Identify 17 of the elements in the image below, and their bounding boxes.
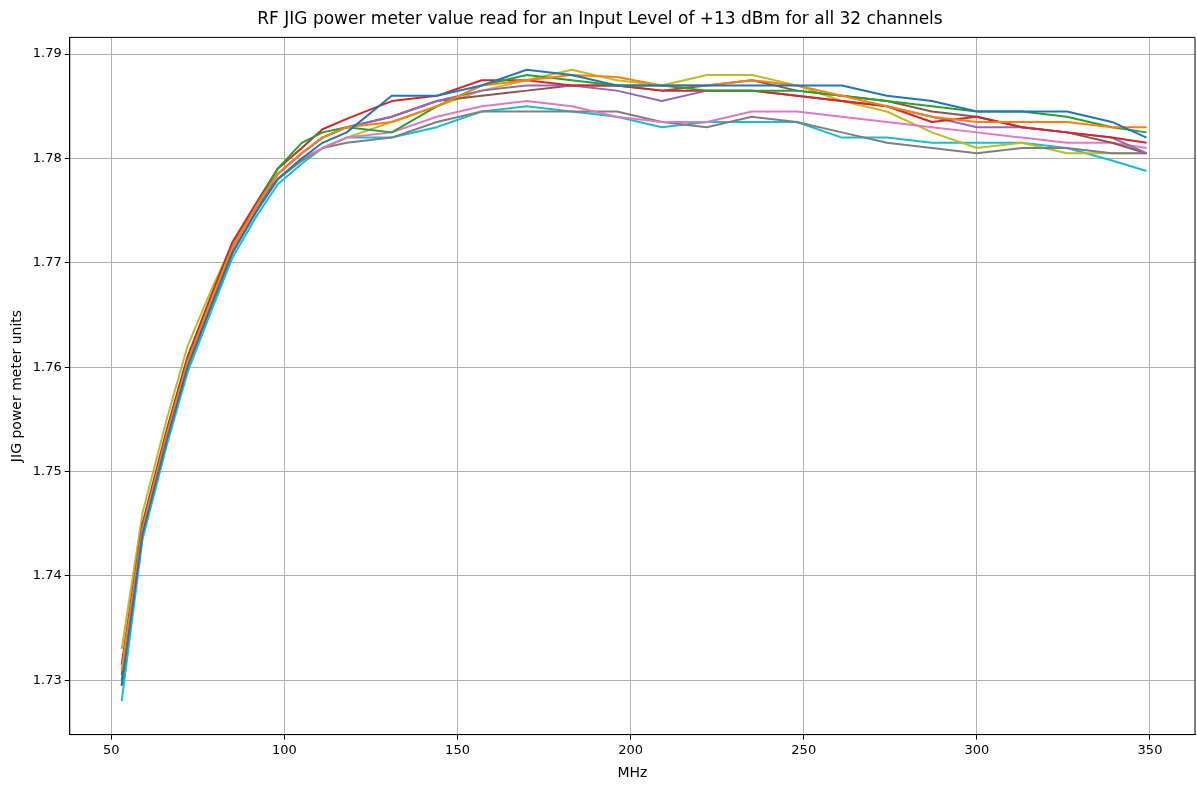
y-tick-label: 1.75 xyxy=(32,462,62,478)
y-tick-label: 1.74 xyxy=(32,567,62,583)
x-tick-label: 100 xyxy=(272,741,297,757)
x-tick-label: 250 xyxy=(791,741,817,757)
y-tick-label: 1.78 xyxy=(32,149,62,165)
x-tick-label: 300 xyxy=(964,741,990,757)
y-tick-label: 1.77 xyxy=(32,254,62,270)
y-tick-label: 1.79 xyxy=(32,45,62,61)
x-tick-label: 50 xyxy=(103,741,120,757)
x-tick-label: 200 xyxy=(618,741,644,757)
x-tick-label: 150 xyxy=(445,741,470,757)
x-axis-title: MHz xyxy=(617,764,648,781)
x-tick-label: 350 xyxy=(1137,741,1163,757)
y-tick-label: 1.76 xyxy=(32,358,62,374)
chart-title: RF JIG power meter value read for an Input Level of +13 dBm for all 32 channels xyxy=(257,7,943,28)
y-axis-title: JIG power meter units xyxy=(8,309,25,464)
y-tick-label: 1.73 xyxy=(32,671,62,687)
